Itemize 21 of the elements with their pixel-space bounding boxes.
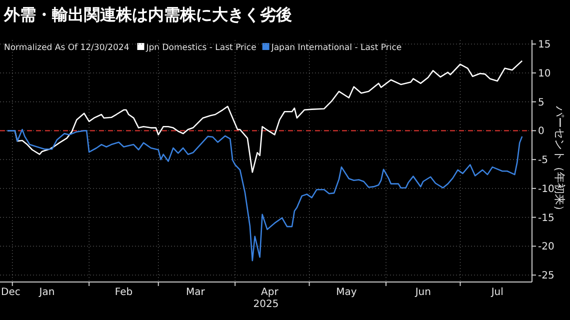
x-axis-title: 2025 <box>253 299 279 310</box>
y-tick-label: 15 <box>538 40 551 51</box>
x-tick-label: Dec <box>1 287 20 298</box>
y-tick-label: 5 <box>538 97 544 108</box>
chart-subtitle: Normalized As Of 12/30/2024 <box>4 43 130 53</box>
y-tick-label: 0 <box>538 126 544 138</box>
y-tick-label: -15 <box>538 212 554 224</box>
y-tick-label: 10 <box>538 68 551 80</box>
x-tick-label: Feb <box>114 287 133 298</box>
y-tick-label: -20 <box>538 242 554 253</box>
y-tick-label: -10 <box>538 184 554 195</box>
y-tick-label: -25 <box>538 270 554 282</box>
x-tick-label: Jul <box>490 287 504 298</box>
x-tick-label: Mar <box>186 287 206 298</box>
x-tick-label: Apr <box>261 287 280 298</box>
y-tick-label: -5 <box>538 155 548 166</box>
x-tick-label: May <box>336 287 357 298</box>
y-axis-title: パーセント（年初来） <box>553 105 566 216</box>
x-tick-label: Jan <box>38 287 55 298</box>
title: 外需・輸出関連株は内需株に大きく劣後 <box>4 5 292 24</box>
x-tick-label: Jun <box>414 287 431 298</box>
